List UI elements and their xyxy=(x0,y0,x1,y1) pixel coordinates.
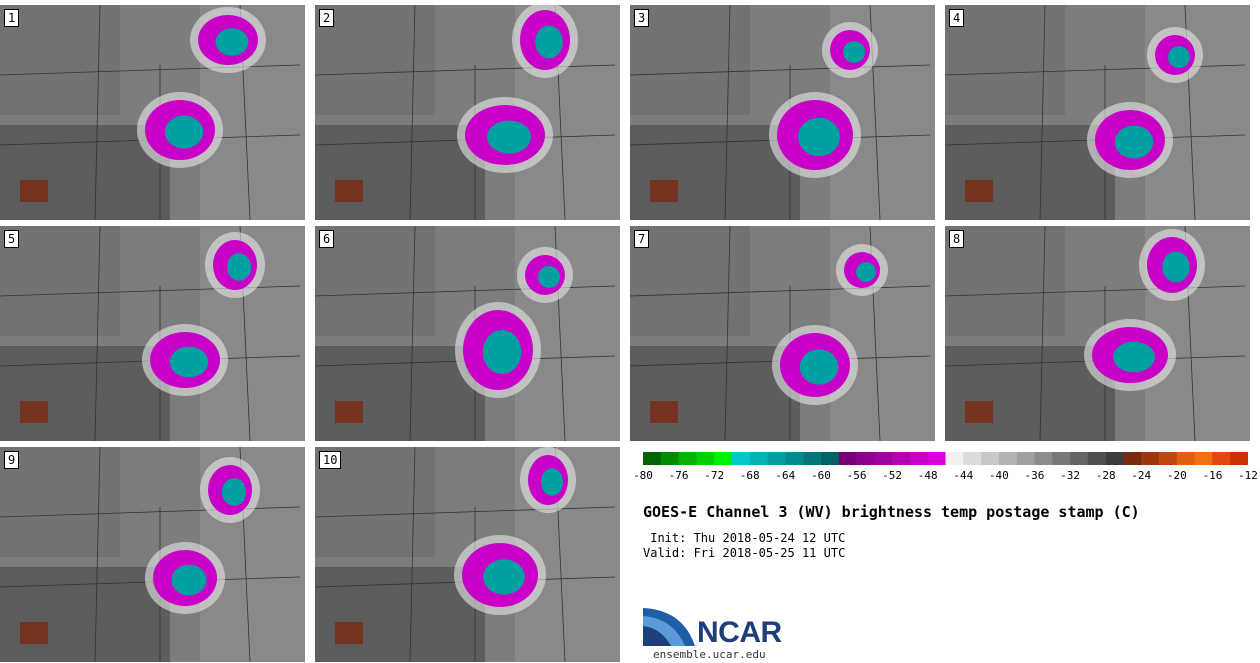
colorbar-swatch xyxy=(1016,452,1035,465)
valid-time: Valid: Fri 2018-05-25 11 UTC xyxy=(643,546,846,560)
panel-10: 10 xyxy=(315,447,620,662)
panel-4: 4 xyxy=(945,5,1250,220)
panel-8: 8 xyxy=(945,226,1250,441)
water-vapor-map xyxy=(0,447,305,662)
water-vapor-map xyxy=(630,226,935,441)
colorbar-swatch xyxy=(1123,452,1142,465)
colorbar-swatch xyxy=(1212,452,1231,465)
colorbar-tick-labels: -80 -76 -72 -68 -64 -60 -56 -52 -48 -44 -40 -36 -32 -… xyxy=(633,469,1260,485)
colorbar-swatch xyxy=(1087,452,1106,465)
colorbar-swatch xyxy=(1052,452,1071,465)
panel-7: 7 xyxy=(630,226,935,441)
water-vapor-map xyxy=(0,226,305,441)
colorbar-swatch xyxy=(1176,452,1195,465)
water-vapor-map xyxy=(0,5,305,220)
panel-number-label: 3 xyxy=(634,9,650,27)
colorbar-tick-label: -20 xyxy=(1166,469,1187,482)
panel-2: 2 xyxy=(315,5,620,220)
water-vapor-map xyxy=(630,5,935,220)
colorbar-tick-label: -72 xyxy=(704,469,725,482)
panel-number-label: 10 xyxy=(319,451,342,469)
colorbar-swatch xyxy=(767,452,786,465)
ncar-logo-icon xyxy=(643,608,695,646)
colorbar-swatch xyxy=(856,452,875,465)
colorbar-swatch xyxy=(678,452,697,465)
colorbar-tick-label: -36 xyxy=(1024,469,1045,482)
chart-title: GOES-E Channel 3 (WV) brightness temp po… xyxy=(643,503,1140,521)
colorbar-tick-label: -40 xyxy=(988,469,1009,482)
panel-number-label: 5 xyxy=(4,230,20,248)
panel-5: 5 xyxy=(0,226,305,441)
panel-number-label: 2 xyxy=(319,9,335,27)
colorbar-swatch xyxy=(963,452,982,465)
water-vapor-map xyxy=(315,226,620,441)
colorbar-swatch xyxy=(803,452,822,465)
colorbar-swatch xyxy=(696,452,715,465)
site-url: ensemble.ucar.edu xyxy=(653,648,766,661)
colorbar-swatch xyxy=(892,452,911,465)
colorbar-swatch xyxy=(1159,452,1178,465)
init-time: Init: Thu 2018-05-24 12 UTC xyxy=(643,531,846,545)
colorbar-swatch xyxy=(981,452,1000,465)
colorbar-swatch xyxy=(785,452,804,465)
water-vapor-map xyxy=(945,5,1250,220)
ncar-logo-text: NCAR xyxy=(697,616,782,649)
colorbar-tick-label: -52 xyxy=(882,469,903,482)
colorbar-swatch xyxy=(1141,452,1160,465)
colorbar-swatch xyxy=(998,452,1017,465)
colorbar-swatch xyxy=(731,452,751,465)
colorbar-tick-label: -76 xyxy=(668,469,689,482)
panel-number-label: 9 xyxy=(4,451,20,469)
panel-6: 6 xyxy=(315,226,620,441)
colorbar-tick-label: -68 xyxy=(739,469,760,482)
panel-9: 9 xyxy=(0,447,305,662)
colorbar-swatch xyxy=(927,452,946,465)
panel-number-label: 1 xyxy=(4,9,20,27)
colorbar-tick-label: -60 xyxy=(811,469,831,482)
colorbar-swatch xyxy=(1230,452,1248,465)
colorbar xyxy=(643,452,1248,465)
panel-number-label: 7 xyxy=(634,230,650,248)
colorbar-swatch xyxy=(874,452,893,465)
colorbar-tick-label: -64 xyxy=(775,469,796,482)
colorbar-swatch xyxy=(1105,452,1124,465)
colorbar-swatch xyxy=(820,452,840,465)
panel-number-label: 4 xyxy=(949,9,965,27)
panel-1: 1 xyxy=(0,5,305,220)
colorbar-swatch xyxy=(1070,452,1089,465)
colorbar-tick-label: -24 xyxy=(1131,469,1152,482)
panel-number-label: 8 xyxy=(949,230,965,248)
panel-number-label: 6 xyxy=(319,230,335,248)
colorbar-swatch xyxy=(660,452,679,465)
colorbar-tick-label: -56 xyxy=(846,469,867,482)
colorbar-swatch xyxy=(749,452,768,465)
colorbar-tick-label: -12 xyxy=(1238,469,1258,482)
colorbar-tick-label: -80 xyxy=(633,469,653,482)
colorbar-swatch xyxy=(945,452,964,465)
water-vapor-map xyxy=(315,447,620,662)
water-vapor-map xyxy=(315,5,620,220)
colorbar-swatch xyxy=(714,452,733,465)
colorbar-tick-label: -28 xyxy=(1095,469,1116,482)
colorbar-swatch xyxy=(838,452,857,465)
colorbar-tick-label: -44 xyxy=(953,469,974,482)
colorbar-swatch xyxy=(1034,452,1053,465)
colorbar-swatch xyxy=(643,452,662,465)
colorbar-tick-label: -16 xyxy=(1202,469,1223,482)
panel-3: 3 xyxy=(630,5,935,220)
water-vapor-map xyxy=(945,226,1250,441)
colorbar-swatch xyxy=(1194,452,1213,465)
colorbar-tick-label: -48 xyxy=(917,469,938,482)
colorbar-swatch xyxy=(909,452,928,465)
colorbar-tick-label: -32 xyxy=(1060,469,1080,482)
